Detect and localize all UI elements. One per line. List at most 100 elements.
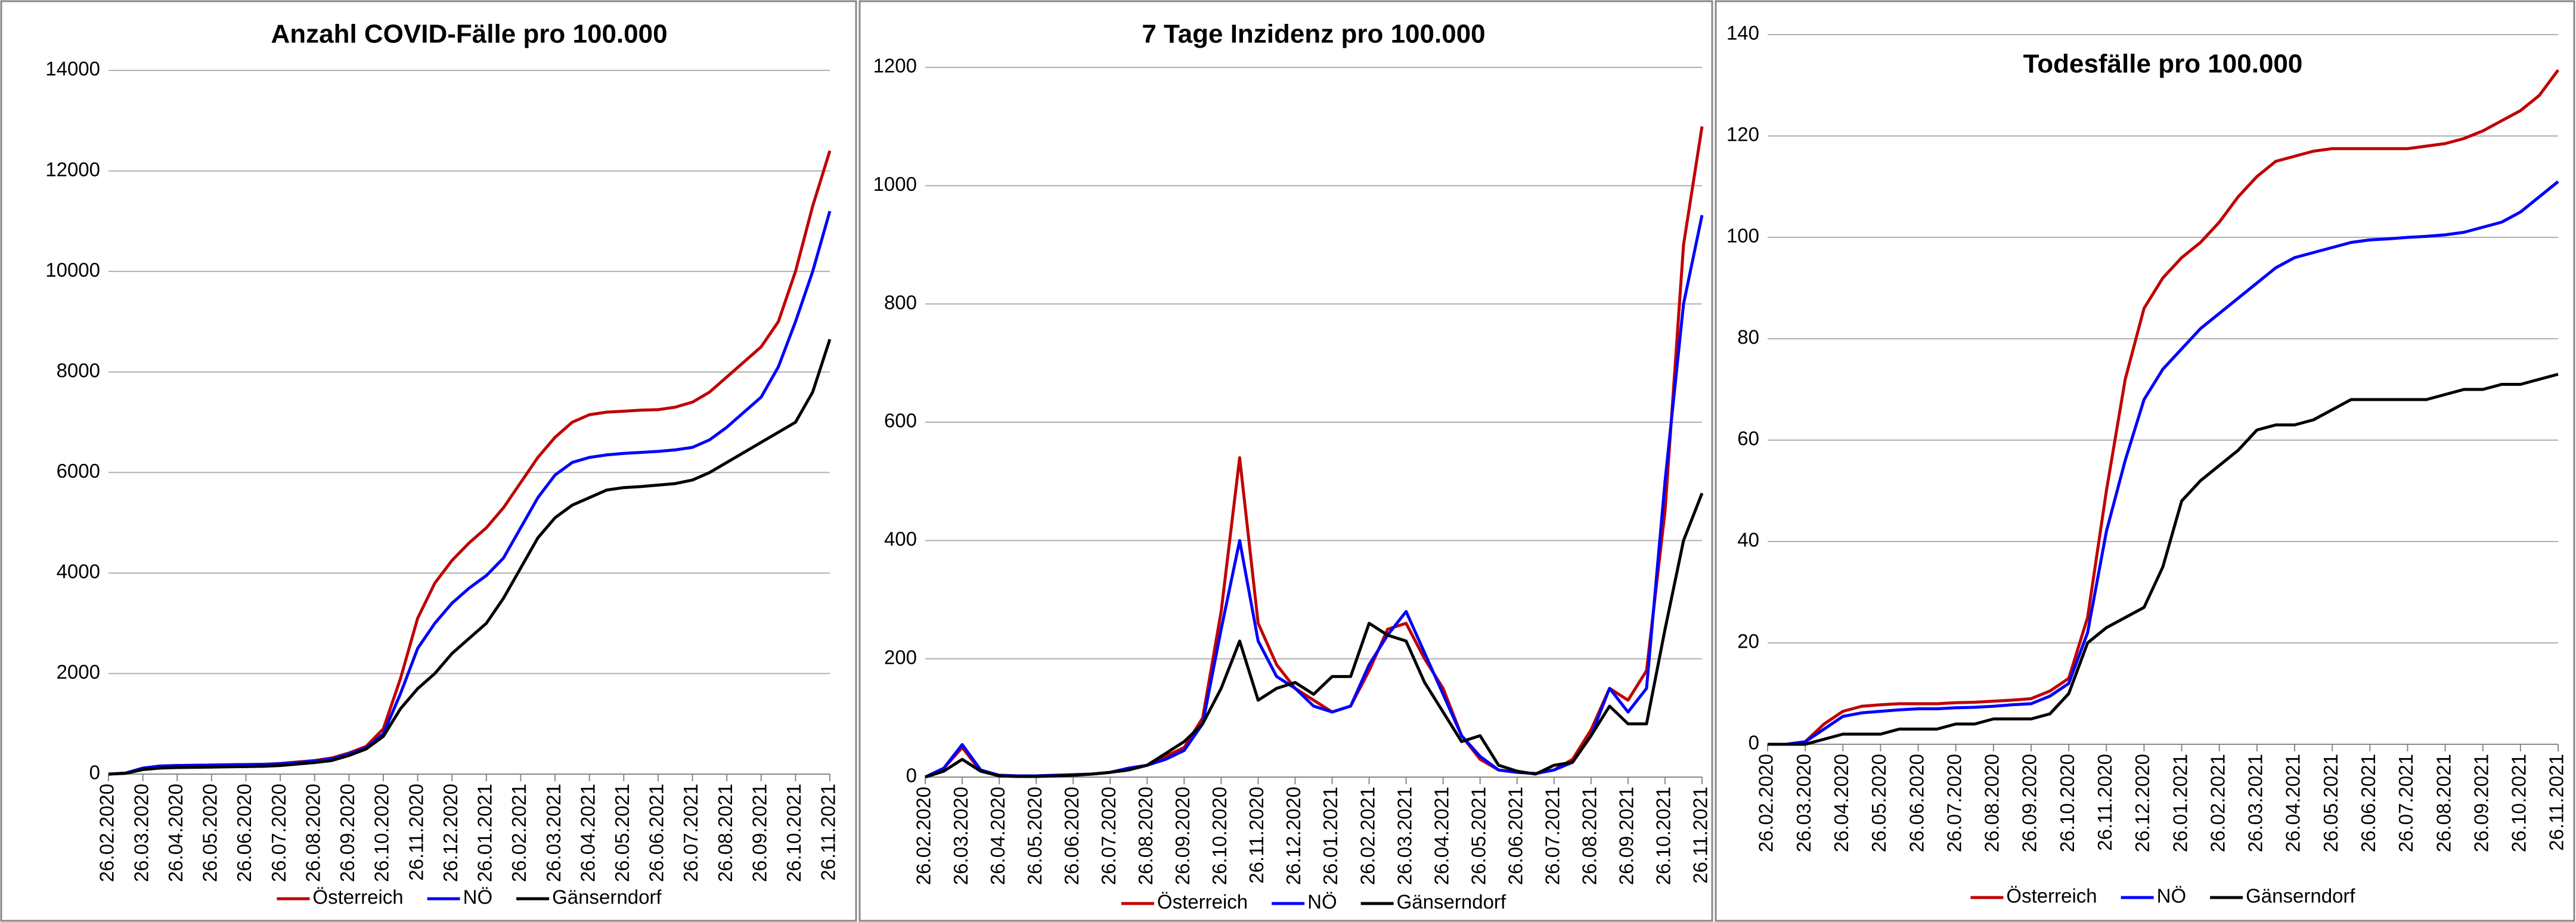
x-tick-label: 26.12.2020 <box>2131 754 2153 852</box>
x-tick-label: 26.10.2021 <box>2508 754 2530 852</box>
x-tick-label: 26.04.2021 <box>1430 787 1452 885</box>
legend-label: NÖ <box>463 886 493 908</box>
legend-label: Österreich <box>312 886 403 908</box>
x-tick-label: 26.08.2020 <box>1134 787 1157 885</box>
x-tick-label: 26.05.2020 <box>1868 754 1890 852</box>
x-tick-label: 26.06.2020 <box>1905 754 1927 852</box>
x-tick-label: 26.04.2020 <box>1830 754 1852 852</box>
x-tick-label: 26.10.2020 <box>2056 754 2078 852</box>
x-tick-label: 26.04.2021 <box>576 784 599 882</box>
series-line <box>1768 373 2559 746</box>
series-line <box>1768 69 2560 746</box>
x-tick-label: 26.05.2021 <box>2320 754 2342 852</box>
x-tick-label: 26.11.2021 <box>1690 787 1712 884</box>
y-tick-label: 0 <box>1749 732 1759 754</box>
x-tick-label: 26.10.2021 <box>1653 787 1675 885</box>
x-tick-label: 26.05.2020 <box>1024 787 1046 885</box>
y-tick-label: 2000 <box>57 661 100 683</box>
series-line <box>925 493 1704 779</box>
chart-title: Anzahl COVID-Fälle pro 100.000 <box>271 20 667 49</box>
x-tick-label: 26.03.2021 <box>543 784 565 882</box>
panel <box>858 0 1713 922</box>
x-tick-label: 26.01.2021 <box>474 784 496 882</box>
y-tick-label: 140 <box>1726 22 1759 44</box>
legend-label: Gänserndorf <box>1397 891 1506 913</box>
y-tick-label: 6000 <box>57 460 100 482</box>
x-tick-label: 26.11.2020 <box>2094 754 2116 851</box>
x-tick-label: 26.04.2021 <box>2282 754 2304 852</box>
x-tick-label: 26.12.2020 <box>1282 787 1304 885</box>
x-tick-label: 26.09.2021 <box>748 784 770 882</box>
x-tick-label: 26.03.2021 <box>1393 787 1415 885</box>
x-tick-label: 26.12.2020 <box>439 784 461 882</box>
x-tick-label: 26.02.2021 <box>2206 754 2228 852</box>
x-tick-label: 26.01.2021 <box>1319 787 1341 885</box>
x-tick-label: 26.11.2020 <box>1245 787 1267 884</box>
legend-label: NÖ <box>2157 885 2187 907</box>
y-tick-label: 60 <box>1737 428 1759 450</box>
legend: Österreich NÖ Gänserndorf <box>1970 885 2355 907</box>
x-tick-label: 26.03.2021 <box>2245 754 2267 852</box>
x-tick-label: 26.03.2020 <box>130 784 152 882</box>
y-tick-label: 120 <box>1726 123 1759 146</box>
x-tick-label: 26.07.2021 <box>2395 754 2417 852</box>
x-tick-label: 26.10.2021 <box>783 784 805 882</box>
x-tick-label: 26.02.2020 <box>1755 754 1777 852</box>
y-tick-label: 600 <box>884 410 917 432</box>
x-tick-label: 26.10.2020 <box>1208 787 1230 885</box>
y-tick-label: 40 <box>1737 529 1759 551</box>
x-tick-label: 26.01.2021 <box>2169 754 2191 852</box>
x-tick-label: 26.07.2021 <box>1542 787 1564 885</box>
chart-title: Todesfälle pro 100.000 <box>2023 49 2303 79</box>
x-tick-label: 26.08.2021 <box>714 784 736 882</box>
x-tick-label: 26.08.2021 <box>1579 787 1601 885</box>
y-tick-label: 4000 <box>57 561 100 583</box>
x-tick-label: 26.03.2020 <box>1793 754 1815 852</box>
legend-label: Gänserndorf <box>2246 885 2355 907</box>
legend: Österreich NÖ Gänserndorf <box>277 886 662 908</box>
x-tick-label: 26.07.2020 <box>1943 754 1965 852</box>
series-line <box>108 211 832 776</box>
x-tick-label: 26.11.2021 <box>2546 754 2568 851</box>
legend-label: Österreich <box>1157 891 1248 913</box>
x-tick-label: 26.06.2020 <box>233 784 255 882</box>
y-tick-label: 10000 <box>45 259 100 281</box>
y-tick-label: 12000 <box>45 158 100 180</box>
x-tick-label: 26.10.2020 <box>371 784 393 882</box>
y-tick-label: 100 <box>1726 225 1759 247</box>
y-tick-label: 0 <box>89 762 100 784</box>
x-tick-label: 26.05.2021 <box>1467 787 1489 885</box>
x-tick-label: 26.06.2020 <box>1061 787 1083 885</box>
series-line <box>1768 180 2559 746</box>
x-tick-label: 26.07.2020 <box>1098 787 1120 885</box>
y-tick-label: 20 <box>1737 630 1759 652</box>
series-line <box>108 339 832 776</box>
legend-label: Gänserndorf <box>552 886 662 908</box>
chart-title: 7 Tage Inzidenz pro 100.000 <box>1142 20 1485 49</box>
x-tick-label: 26.05.2021 <box>611 784 633 882</box>
legend-label: Österreich <box>2006 885 2097 907</box>
x-tick-label: 26.06.2021 <box>2357 754 2379 852</box>
x-tick-label: 26.08.2020 <box>1981 754 2003 852</box>
legend: Österreich NÖ Gänserndorf <box>1121 891 1506 913</box>
x-tick-label: 26.02.2020 <box>96 784 118 882</box>
y-tick-label: 8000 <box>57 359 100 381</box>
y-tick-label: 0 <box>906 765 917 787</box>
legend-label: NÖ <box>1307 891 1337 913</box>
x-tick-label: 26.09.2020 <box>2019 754 2041 852</box>
y-tick-label: 800 <box>884 291 917 313</box>
y-tick-label: 1000 <box>873 173 917 195</box>
x-tick-label: 26.07.2021 <box>680 784 702 882</box>
x-tick-label: 26.09.2021 <box>2470 754 2492 852</box>
x-tick-label: 26.09.2020 <box>336 784 358 882</box>
x-tick-label: 26.07.2020 <box>268 784 290 882</box>
x-tick-label: 26.11.2020 <box>405 784 427 881</box>
x-tick-label: 26.02.2020 <box>913 787 935 885</box>
x-tick-label: 26.03.2020 <box>950 787 972 885</box>
x-tick-label: 26.08.2021 <box>2432 754 2454 852</box>
x-tick-label: 26.02.2021 <box>508 784 530 882</box>
x-tick-label: 26.04.2020 <box>165 784 187 882</box>
x-tick-label: 26.11.2021 <box>817 784 839 881</box>
